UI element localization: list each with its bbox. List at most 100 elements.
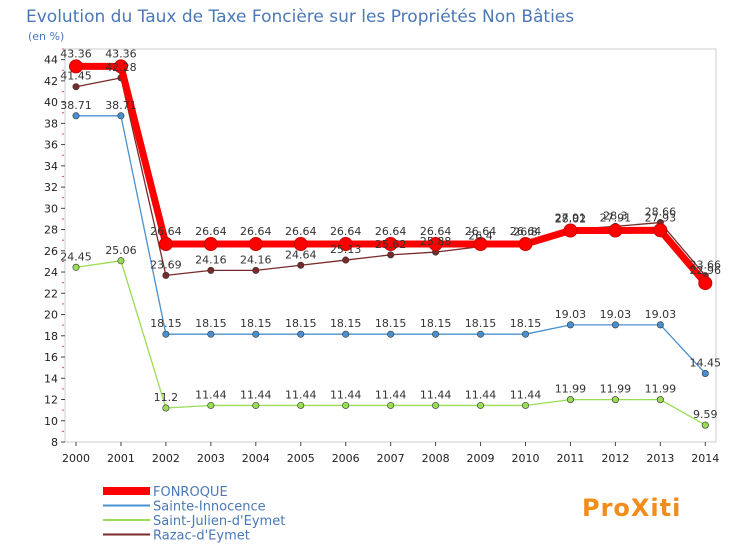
legend-label: Saint-Julien-d'Eymet: [153, 514, 285, 529]
data-label: 18.15: [285, 317, 317, 330]
y-minor-tick: [62, 239, 64, 241]
data-point: [207, 266, 215, 274]
data-point: [701, 421, 709, 429]
y-axis: 8 10 12 14 16 18 20 22 24 26 28 30 32 34 36 38 40 42 44: [44, 48, 65, 449]
y-minor-tick: [62, 324, 64, 326]
data-label: 22.96: [690, 264, 722, 277]
data-label: 11.44: [465, 388, 497, 401]
data-label: 24.16: [240, 253, 272, 266]
data-point: [158, 237, 173, 252]
y-minor-tick: [62, 112, 64, 114]
data-label: 26.8: [513, 225, 538, 238]
data-label: 9.59: [693, 408, 718, 421]
y-tick-label: 14: [44, 372, 58, 385]
y-minor-tick: [62, 430, 64, 432]
data-label: 38.71: [105, 99, 137, 112]
x-tick-label: 2003: [197, 452, 225, 465]
data-label: 25.13: [330, 243, 362, 256]
data-point: [521, 330, 529, 338]
data-point: [248, 237, 263, 252]
legend-label: FONROQUE: [153, 485, 228, 500]
y-minor-tick: [62, 345, 64, 347]
data-label: 11.99: [600, 383, 632, 396]
y-minor-tick: [62, 69, 64, 71]
data-label: 27.91: [600, 212, 632, 225]
y-minor-tick: [62, 197, 64, 199]
data-point: [113, 59, 128, 74]
data-point: [477, 401, 485, 409]
data-point: [383, 237, 398, 252]
y-minor-tick: [62, 48, 64, 50]
data-point: [72, 83, 80, 91]
y-minor-tick: [62, 218, 64, 220]
data-label: 18.15: [195, 317, 227, 330]
data-point: [432, 401, 440, 409]
data-label: 11.44: [420, 388, 452, 401]
y-tick-label: 32: [44, 181, 58, 194]
x-axis: 2000 2001 2002 2003 2004 2005 2006 2007 2008 2009…: [62, 442, 719, 465]
data-point: [428, 237, 443, 252]
data-point: [203, 237, 218, 252]
x-tick-label: 2006: [332, 452, 360, 465]
data-label: 11.44: [375, 388, 407, 401]
data-label: 11.44: [285, 388, 317, 401]
y-tick-label: 38: [44, 117, 58, 130]
data-label: 43.36: [60, 47, 92, 60]
data-point: [608, 223, 623, 238]
y-minor-tick: [62, 367, 64, 369]
data-label: 28.66: [645, 206, 677, 219]
data-point: [342, 256, 350, 264]
data-point: [611, 396, 619, 404]
data-label: 11.44: [240, 388, 272, 401]
x-tick-label: 2014: [691, 452, 719, 465]
data-point: [293, 237, 308, 252]
y-tick-label: 30: [44, 202, 58, 215]
data-label: 14.45: [690, 356, 722, 369]
y-tick-label: 24: [44, 266, 58, 279]
data-label: 28.02: [555, 212, 587, 225]
y-tick-label: 8: [51, 436, 58, 449]
y-minor-tick: [62, 133, 64, 135]
data-label: 26.4: [468, 230, 493, 243]
data-point: [387, 401, 395, 409]
legend-label: Sainte-Innocence: [153, 500, 266, 515]
data-label: 26.64: [240, 225, 272, 238]
data-point: [387, 330, 395, 338]
data-point: [432, 330, 440, 338]
data-point: [207, 401, 215, 409]
data-label: 26.64: [330, 225, 362, 238]
data-label: 25.62: [375, 238, 407, 251]
x-tick-label: 2001: [107, 452, 135, 465]
data-label: 26.64: [420, 225, 452, 238]
data-point: [342, 330, 350, 338]
data-label: 25.88: [420, 235, 452, 248]
data-point: [563, 223, 578, 238]
data-point: [338, 237, 353, 252]
legend-label: Razac-d'Eymet: [153, 529, 250, 544]
x-tick-label: 2010: [512, 452, 540, 465]
data-point: [72, 263, 80, 271]
data-point: [252, 330, 260, 338]
y-tick-label: 10: [44, 415, 58, 428]
data-point: [207, 330, 215, 338]
data-point: [518, 237, 533, 252]
y-minor-tick: [62, 388, 64, 390]
data-label: 11.44: [510, 388, 542, 401]
data-point: [698, 276, 713, 291]
data-label: 18.15: [420, 317, 452, 330]
data-point: [117, 112, 125, 120]
data-point: [162, 271, 170, 279]
y-tick-label: 12: [44, 394, 58, 407]
x-tick-label: 2012: [601, 452, 629, 465]
data-point: [162, 330, 170, 338]
data-label: 18.15: [150, 317, 182, 330]
data-point: [387, 251, 395, 259]
data-point: [566, 396, 574, 404]
data-point: [611, 321, 619, 329]
data-point: [521, 401, 529, 409]
data-label: 25.06: [105, 244, 137, 257]
data-label: 19.03: [645, 308, 677, 321]
data-point: [297, 401, 305, 409]
data-point: [653, 223, 668, 238]
